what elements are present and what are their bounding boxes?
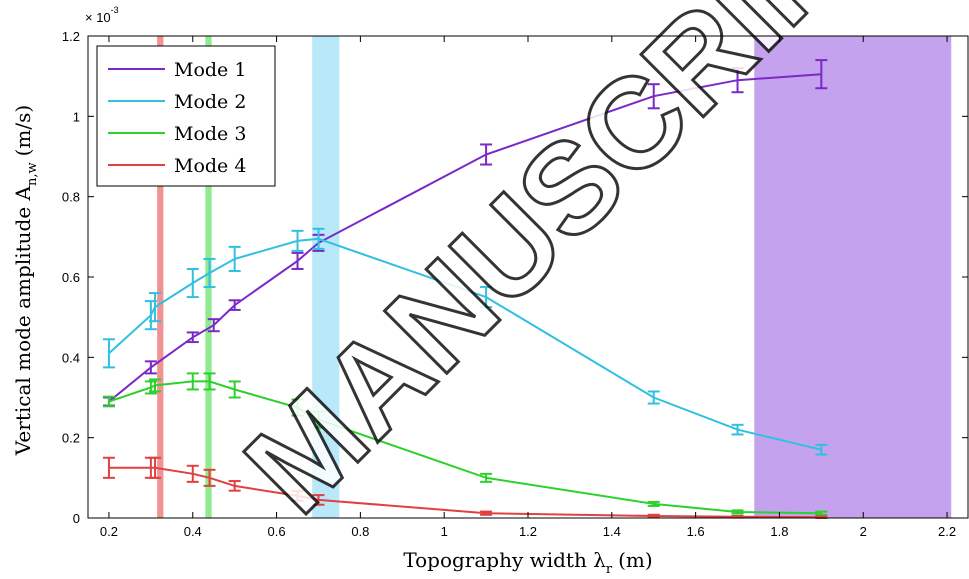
legend-item-mode-3: Mode 3 (108, 123, 246, 145)
mode-1-point (647, 83, 660, 110)
legend: Mode 1 Mode 2 Mode 3 Mode 4 (96, 45, 276, 187)
mode-2-point (186, 267, 199, 299)
x-tick-label: 1.2 (519, 524, 537, 539)
legend-label: Mode 3 (174, 123, 246, 145)
mode-3-point (291, 398, 304, 417)
mode-4-point (203, 468, 216, 487)
y-tick-label: 0.2 (62, 431, 80, 446)
mode-4-point (480, 510, 493, 516)
mode-3-point (228, 380, 241, 399)
mode-3-point (186, 372, 199, 391)
mode-2-point (102, 338, 115, 369)
y-axis-label: Vertical mode amplitude An,w(m/s) (11, 105, 40, 456)
mode-1-point (228, 299, 241, 311)
x-axis-ticks: 0.2 0.4 0.6 0.8 1 1.2 1.4 1.6 1.8 2 2.2 (100, 36, 956, 539)
mode-3-point (149, 378, 162, 393)
mode-3-point (647, 500, 660, 507)
mode-2-point (731, 423, 744, 436)
mode-1-point (480, 143, 493, 166)
x-tick-label: 0.6 (268, 524, 286, 539)
mode-3-point (731, 509, 744, 515)
mode-1-point (144, 360, 157, 375)
y-multiplier: × 10-3 (85, 5, 119, 25)
mode-2-point (203, 257, 216, 289)
mode-3-point (815, 510, 828, 516)
error-bars (102, 59, 828, 519)
y-tick-label: 0.4 (62, 350, 80, 365)
x-tick-label: 0.2 (100, 524, 118, 539)
x-tick-label: 1 (441, 524, 448, 539)
mode-2-point (815, 443, 828, 456)
legend-label: Mode 2 (174, 91, 246, 113)
mode-2-point (291, 229, 304, 252)
legend-item-mode-4: Mode 4 (108, 155, 246, 177)
mode-4-point (312, 494, 325, 506)
mode-1-point (815, 59, 828, 90)
mode-4-point (647, 513, 660, 519)
y-tick-label: 1.2 (62, 29, 80, 44)
shaded-band-1 (157, 36, 164, 518)
mode-2-point (647, 390, 660, 405)
mode-3-point (102, 395, 115, 408)
mode-4-point (149, 456, 162, 479)
legend-item-mode-1: Mode 1 (108, 59, 246, 81)
y-axis-ticks: 0 0.2 0.4 0.6 0.8 1 1.2 (62, 29, 968, 526)
mode-1-point (291, 251, 304, 270)
mode-4-point (731, 514, 744, 519)
mode-4-point (186, 464, 199, 483)
x-tick-label: 2 (860, 524, 867, 539)
mode-3-point (203, 372, 216, 391)
mode-1-point (186, 331, 199, 344)
mode-4-point (291, 490, 304, 502)
x-tick-label: 1.6 (687, 524, 705, 539)
shaded-bands (157, 36, 952, 518)
legend-label: Mode 4 (174, 155, 246, 177)
mode-2-point (480, 286, 493, 309)
mode-4-point (102, 456, 115, 479)
x-tick-label: 0.4 (184, 524, 202, 539)
x-axis-label: Topography width λr (m) (403, 548, 652, 577)
mode-2-point (228, 245, 241, 272)
shaded-band-2 (205, 36, 212, 518)
mode-2-point (312, 227, 325, 250)
x-tick-label: 0.8 (351, 524, 369, 539)
y-tick-label: 1 (73, 109, 80, 124)
y-tick-label: 0 (73, 511, 80, 526)
x-tick-label: 1.8 (770, 524, 788, 539)
legend-label: Mode 1 (174, 59, 246, 81)
x-tick-label: 2.2 (938, 524, 956, 539)
mode-3-line (108, 380, 822, 515)
mode-2-point (149, 292, 162, 323)
y-tick-label: 0.8 (62, 190, 80, 205)
x-tick-label: 1.4 (603, 524, 621, 539)
shaded-band-4 (754, 36, 952, 518)
mode-4-point (228, 480, 241, 492)
legend-item-mode-2: Mode 2 (108, 91, 246, 113)
mode-3-point (312, 410, 325, 429)
mode-3-point (480, 472, 493, 483)
mode-1-point (731, 67, 744, 94)
shaded-band-3 (312, 36, 340, 518)
mode-1-point (207, 318, 220, 333)
y-tick-label: 0.6 (62, 270, 80, 285)
